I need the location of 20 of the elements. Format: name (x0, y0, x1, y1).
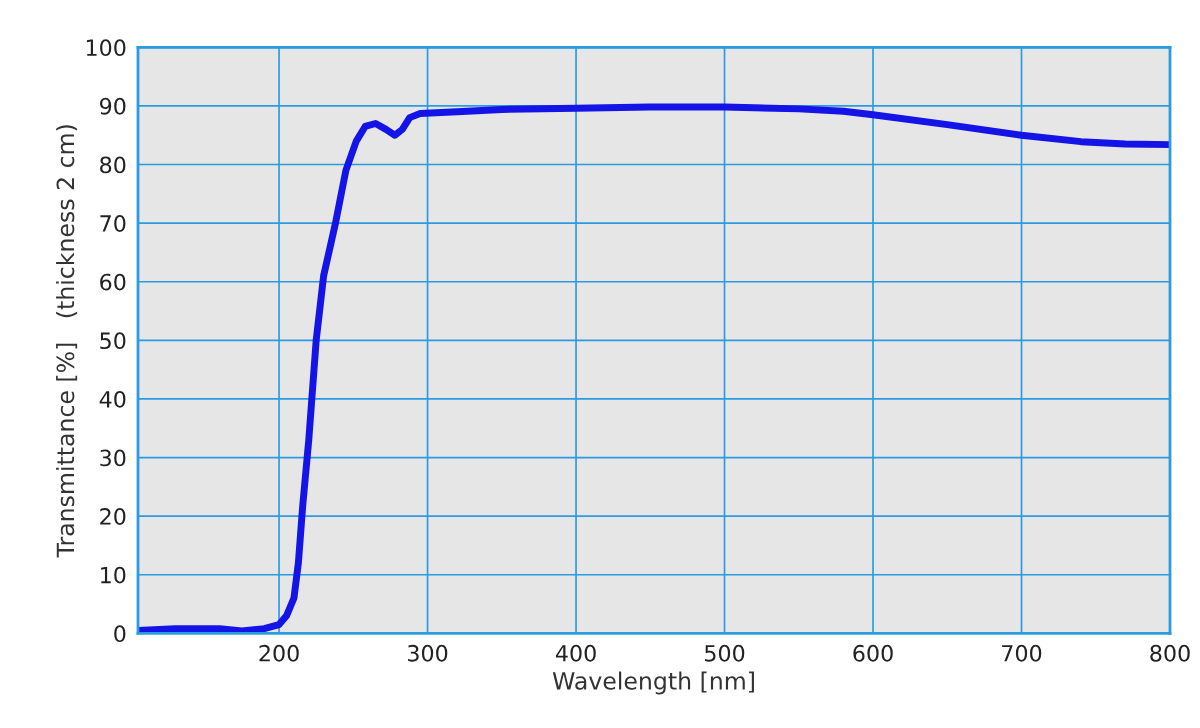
x-tick-label: 700 (1002, 644, 1042, 662)
x-tick-label: 400 (555, 644, 596, 662)
y-tick-label: 60 (100, 273, 126, 291)
y-tick-label: 100 (86, 39, 126, 57)
x-tick-label: 300 (408, 644, 448, 662)
y-tick-label: 40 (99, 390, 126, 408)
y-tick-label: 70 (100, 215, 126, 232)
y-axis-title: Transmittance [%] (thickness 2 cm) (56, 125, 78, 558)
y-tick-label: 20 (100, 508, 126, 525)
y-tick-label: 10 (101, 566, 126, 584)
x-tick-label: 200 (259, 644, 299, 662)
y-tick-label: 90 (100, 97, 126, 115)
x-tick-label: 800 (1150, 644, 1190, 662)
x-tick-label: 600 (853, 644, 893, 662)
y-tick-label: 80 (100, 156, 126, 174)
y-tick-label: 50 (100, 332, 126, 350)
x-tick-label: 500 (705, 644, 745, 662)
x-axis-title: Wavelength [nm] (552, 671, 754, 695)
y-tick-label: 0 (114, 625, 126, 643)
y-tick-label: 30 (100, 449, 126, 467)
